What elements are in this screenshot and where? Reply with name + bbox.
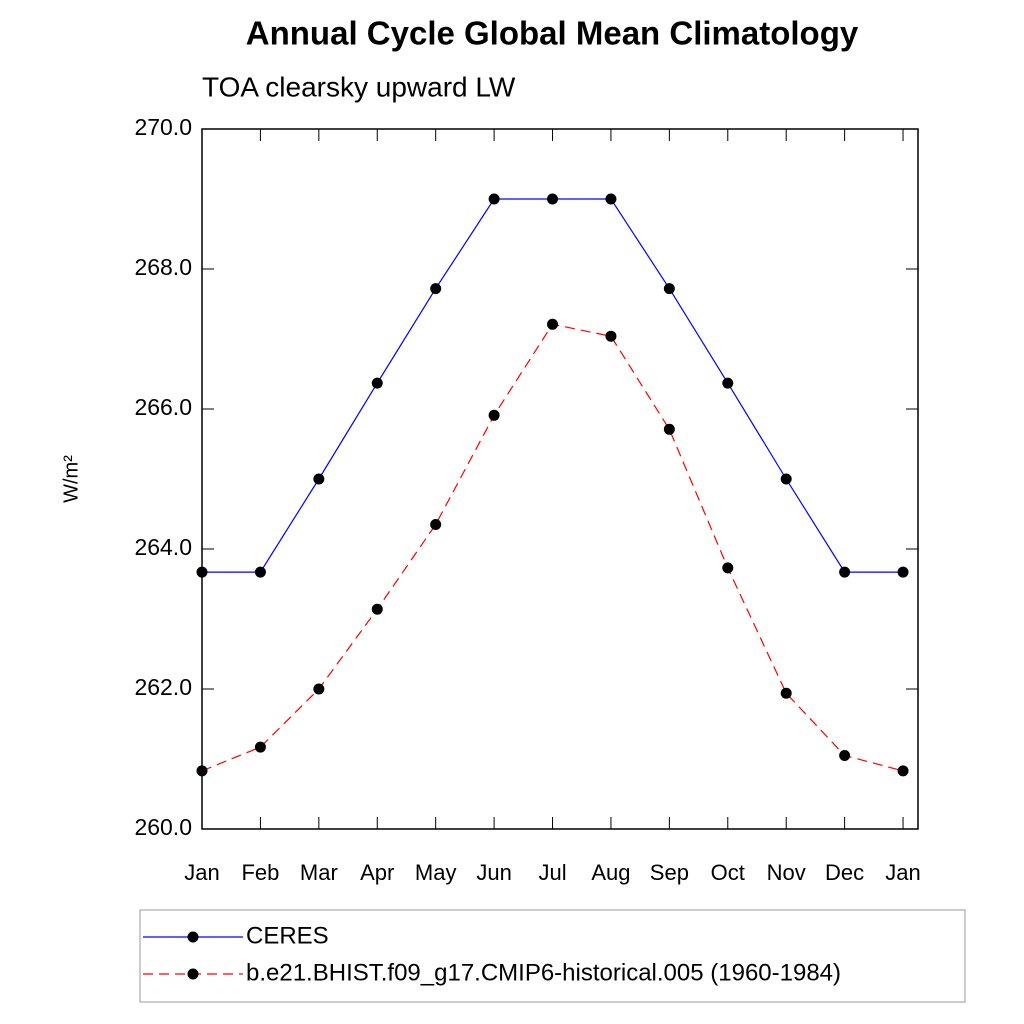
data-point bbox=[488, 409, 500, 421]
chart-subtitle: TOA clearsky upward LW bbox=[202, 71, 516, 102]
data-point bbox=[722, 562, 734, 574]
data-point bbox=[897, 765, 909, 777]
x-tick-label: Apr bbox=[360, 860, 394, 885]
legend-marker bbox=[187, 931, 199, 943]
y-tick-label: 264.0 bbox=[134, 534, 192, 560]
x-tick-label: Jan bbox=[184, 860, 219, 885]
data-point bbox=[313, 473, 325, 485]
x-tick-label: Oct bbox=[711, 860, 745, 885]
x-tick-label: Dec bbox=[825, 860, 864, 885]
data-point bbox=[605, 193, 617, 205]
chart-title: Annual Cycle Global Mean Climatology bbox=[246, 15, 859, 52]
plot-frame bbox=[201, 128, 919, 830]
y-tick-label: 262.0 bbox=[134, 674, 192, 700]
data-point bbox=[488, 193, 500, 205]
data-point bbox=[430, 519, 442, 530]
data-point bbox=[313, 683, 325, 695]
x-tick-label: Jul bbox=[538, 860, 566, 885]
x-tick-label: Jan bbox=[885, 860, 920, 885]
data-point bbox=[839, 566, 851, 578]
legend-box bbox=[139, 909, 966, 1003]
x-tick-label: Aug bbox=[591, 860, 630, 885]
data-point bbox=[196, 566, 208, 578]
series-line bbox=[202, 198, 904, 573]
data-point bbox=[196, 765, 208, 777]
data-point bbox=[254, 741, 266, 753]
y-axis-label: W/m² bbox=[60, 455, 82, 503]
x-tick-label: Jun bbox=[476, 860, 511, 885]
data-point bbox=[547, 193, 559, 205]
data-point bbox=[722, 377, 734, 389]
data-point bbox=[547, 318, 559, 330]
data-point bbox=[254, 566, 266, 578]
legend-label: b.e21.BHIST.f09_g17.CMIP6-historical.005… bbox=[246, 959, 841, 986]
x-tick-label: May bbox=[415, 860, 457, 885]
y-tick-label: 270.0 bbox=[134, 114, 192, 140]
data-point bbox=[897, 566, 909, 578]
series-line bbox=[201, 323, 904, 772]
legend-marker bbox=[187, 968, 199, 980]
data-point bbox=[780, 687, 792, 699]
data-point bbox=[371, 603, 383, 615]
y-tick-label: 268.0 bbox=[134, 254, 192, 280]
x-tick-label: Nov bbox=[767, 860, 806, 885]
x-tick-label: Feb bbox=[241, 860, 279, 885]
x-tick-label: Mar bbox=[300, 860, 338, 885]
y-tick-label: 266.0 bbox=[134, 394, 192, 420]
data-point bbox=[663, 423, 675, 435]
data-point bbox=[663, 283, 675, 295]
data-point bbox=[605, 330, 617, 342]
x-tick-label: Sep bbox=[650, 860, 689, 885]
data-point bbox=[371, 377, 383, 389]
data-point bbox=[780, 473, 792, 485]
data-point bbox=[430, 283, 442, 295]
legend-label: CERES bbox=[246, 922, 329, 949]
data-point bbox=[839, 750, 851, 761]
y-tick-label: 260.0 bbox=[134, 814, 192, 840]
